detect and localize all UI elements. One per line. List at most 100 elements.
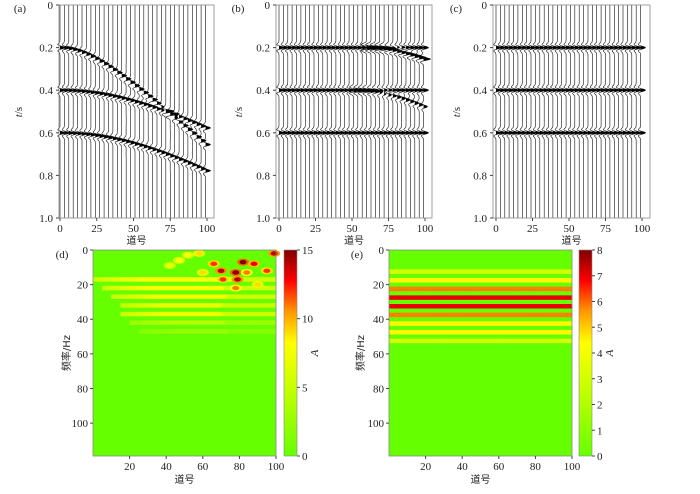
y-tick-label: 100 xyxy=(72,418,89,430)
spectrum-band xyxy=(266,277,277,282)
y-tick-label: 0 xyxy=(83,245,89,257)
y-axis-label: t/s xyxy=(13,107,25,117)
spectrum-band xyxy=(498,329,509,335)
spectrum-band xyxy=(480,286,490,292)
spectrum-band xyxy=(244,303,253,308)
spectrum-band xyxy=(229,311,238,317)
trace-line xyxy=(369,5,388,218)
spectrum-band xyxy=(526,278,536,283)
spectrum-band xyxy=(389,329,399,335)
spectrum-hotspot xyxy=(254,282,262,287)
trace-line xyxy=(572,5,581,218)
trace-fill xyxy=(283,5,289,218)
trace-line xyxy=(393,5,403,218)
colorbar-tick-label: 5 xyxy=(597,322,603,334)
spectrum-band xyxy=(462,295,472,300)
spectrum-band xyxy=(206,311,215,317)
spectrum-band xyxy=(398,278,408,283)
trace-line xyxy=(189,5,198,218)
y-tick-label: 40 xyxy=(77,314,89,326)
x-tick-label: 100 xyxy=(417,223,434,235)
spectrum-band xyxy=(407,304,417,309)
colorbar-tick-label: 0 xyxy=(302,451,308,463)
spectrum-band xyxy=(562,286,573,292)
trace-line xyxy=(415,5,427,218)
spectrum-band xyxy=(182,311,191,317)
trace-fill xyxy=(95,5,101,218)
x-tick-label: 60 xyxy=(197,461,209,473)
spectrum-hotspot xyxy=(210,261,218,267)
trace-line xyxy=(333,5,342,218)
trace-fill xyxy=(504,5,510,218)
trace-line xyxy=(346,5,355,218)
y-tick-label: 40 xyxy=(373,314,385,326)
trace-fill xyxy=(623,5,628,218)
spectrum-band xyxy=(248,277,258,282)
trace-line xyxy=(589,5,598,218)
spectrum-band xyxy=(244,311,253,317)
trace-line xyxy=(145,5,154,218)
spectrum-band xyxy=(136,294,145,299)
trace-fill xyxy=(592,5,598,218)
spectrum-band xyxy=(498,338,509,344)
trace-line xyxy=(388,5,399,218)
spectrum-band xyxy=(151,303,160,308)
spectrum-band xyxy=(526,304,536,309)
colorbar-d xyxy=(283,249,298,457)
trace-fill xyxy=(640,5,646,218)
spectrum-band xyxy=(200,329,208,334)
spectrum-hotspot xyxy=(263,268,271,273)
spectrum-band xyxy=(260,303,269,308)
trace-line xyxy=(315,5,324,218)
x-axis-label: 道号 xyxy=(175,473,195,486)
trace-fill xyxy=(596,5,602,218)
spectrum-hotspot xyxy=(219,277,227,282)
spectrum-band xyxy=(544,312,554,318)
spectrum-band xyxy=(398,295,408,300)
trace-fill xyxy=(305,5,311,218)
spectrum-band xyxy=(407,329,417,335)
spectrum-band xyxy=(535,338,545,344)
spectrum-band xyxy=(544,286,554,292)
spectrum-band xyxy=(517,312,527,318)
spectrum-band xyxy=(214,329,222,334)
spectrum-band xyxy=(218,294,227,299)
spectrum-band xyxy=(407,286,417,292)
spectrum-band xyxy=(159,329,167,334)
trace-line xyxy=(360,5,380,218)
spectrum-band xyxy=(517,329,527,335)
spectrum-band xyxy=(443,269,454,274)
trace-line xyxy=(320,5,329,218)
trace-fill xyxy=(205,5,211,218)
spectrum-band xyxy=(453,278,463,283)
y-tick-label: 0.6 xyxy=(39,128,53,140)
spectrum-band xyxy=(249,285,259,291)
spectrum-band xyxy=(498,321,509,326)
trace-fill xyxy=(331,5,337,218)
spectrum-band xyxy=(416,269,426,274)
spectrum-band xyxy=(443,295,454,300)
spectrum-band xyxy=(152,294,162,299)
spectrum-band xyxy=(489,329,500,335)
trace-line xyxy=(502,5,511,218)
trace-line xyxy=(152,5,163,218)
trace-line xyxy=(550,5,559,218)
spectrum-band xyxy=(443,338,454,344)
trace-line xyxy=(148,5,159,218)
trace-fill xyxy=(579,5,585,218)
trace-line xyxy=(563,5,572,218)
spectrum-band xyxy=(526,329,536,335)
spectrum-band xyxy=(507,321,518,326)
trace-line xyxy=(171,5,180,218)
spectrum-band xyxy=(526,269,536,274)
spectrum-band xyxy=(416,295,426,300)
trace-fill xyxy=(509,5,515,218)
trace-line xyxy=(101,5,110,218)
trace-line xyxy=(184,5,194,218)
spectrum-band xyxy=(471,312,481,318)
x-tick-label: 50 xyxy=(347,223,359,235)
spectrum-band xyxy=(180,285,190,291)
x-tick-label: 40 xyxy=(161,461,173,473)
spectrum-band xyxy=(553,295,564,300)
spectrum-band xyxy=(144,294,153,299)
